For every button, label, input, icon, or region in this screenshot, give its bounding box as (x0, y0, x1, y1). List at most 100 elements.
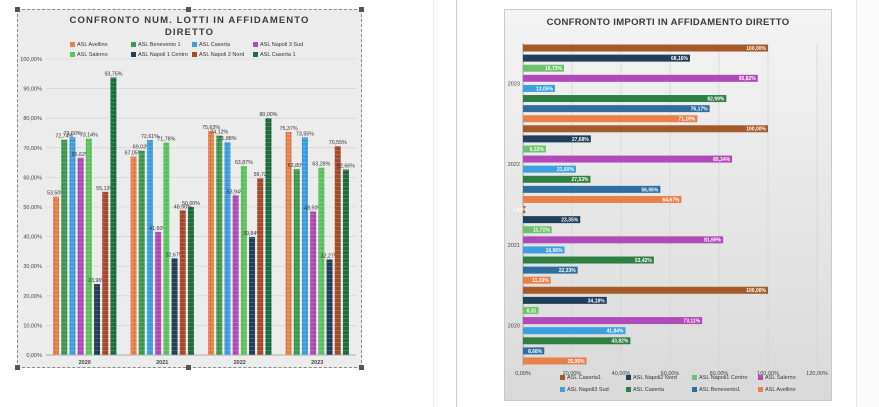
bar-value-label: 64,67% (662, 197, 680, 203)
legend-label: ASL Avellino (77, 42, 108, 48)
y-tick-label: 20,00% (23, 294, 42, 300)
legend-swatch (253, 52, 258, 58)
bar-value-label: 41,60% (149, 226, 167, 232)
legend-item-asl-caserta1: ASL Caserta1 (560, 375, 601, 381)
legend-label: ASL Caserta (199, 42, 230, 48)
bar-asl-napoli-3-sud-2020 (77, 157, 84, 355)
bar-asl-benevento1-2022 (523, 185, 661, 193)
x-tick-label: 120,00% (806, 371, 828, 377)
x-tick-label: 40,00% (612, 371, 631, 377)
resize-handle-br[interactable] (359, 365, 364, 370)
resize-handle-bl[interactable] (15, 365, 20, 370)
legend-item-asl-salerno: ASL Salerno (758, 375, 796, 381)
legend-item-asl-napoli2-nord: ASL Napoli2 Nord (626, 375, 677, 381)
bar-value-label: 72,61% (141, 134, 159, 140)
bar-asl-napoli3-sud-2023 (523, 84, 555, 92)
chart-importi-legend: ASL Caserta1 ASL Napoli2 Nord ASL Napoli1 … (560, 375, 820, 397)
bar-asl-avellino-2023 (285, 131, 292, 355)
legend-item-asl-napoli-3-sud: ASL Napoli 3 Sud (253, 42, 303, 48)
bar-asl-benevento1-2023 (523, 105, 710, 113)
bar-asl-caserta-1-2020 (110, 77, 117, 355)
bar-value-label: 59,72 (254, 172, 267, 178)
bar-value-label: 67,05% (125, 151, 143, 157)
bar-asl-napoli-1-centro-2023 (326, 259, 333, 355)
bar-value-label: 41,84% (607, 329, 625, 335)
y-category-label: 2023 (508, 81, 520, 87)
y-tick-label: 80,00% (23, 116, 42, 122)
legend-label: ASL Caserta (633, 387, 664, 393)
bar-asl-caserta-2022 (523, 175, 591, 183)
legend-item-asl-napoli1-centro: ASL Napoli1 Centro (692, 375, 747, 381)
bar-value-label: 22,33% (559, 268, 577, 274)
bar-asl-napoli3-sud-2021 (523, 246, 565, 254)
legend-swatch (692, 375, 697, 381)
bar-asl-napoli2-nord-2022 (523, 135, 591, 143)
bar-value-label: 81,69% (704, 238, 722, 244)
legend-swatch (131, 42, 136, 48)
bar-value-label: 93,75% (104, 72, 122, 78)
bar-asl-benevento-1-2021 (138, 150, 145, 355)
bar-value-label: 63,87% (235, 160, 253, 166)
y-tick-label: 30,00% (23, 264, 42, 270)
y-category-label: 2021 (508, 243, 520, 249)
bar-value-label: 73,60% (63, 131, 81, 137)
bar-value-label: 85,34% (713, 157, 731, 163)
legend-item-asl-caserta: ASL Caserta (192, 42, 230, 48)
bar-asl-benevento-1-2022 (216, 135, 223, 355)
chart-lotti-panel[interactable]: CONFRONTO NUM. LOTTI IN AFFIDAMENTO DIRE… (15, 7, 364, 370)
page-separator (456, 0, 457, 407)
resize-handle-b[interactable] (186, 365, 191, 370)
chart-importi-panel[interactable]: CONFRONTO IMPORTI IN AFFIDAMENTO DIRETTO… (504, 9, 832, 401)
bar-value-label: 62,66% (337, 164, 355, 170)
y-tick-label: 70,00% (23, 146, 42, 152)
bar-value-label: 73,55% (296, 131, 314, 137)
bar-value-label: 1,00% (513, 207, 528, 213)
bar-value-label: 53,42% (635, 258, 653, 264)
x-tick-label: 80,00% (710, 371, 729, 377)
scrollbar[interactable] (856, 0, 879, 407)
x-category-label: 2023 (311, 360, 323, 366)
legend-item-asl-benevento-1: ASL Benevento 1 (131, 42, 181, 48)
x-category-label: 2022 (234, 360, 246, 366)
bar-value-label: 75,37% (280, 126, 298, 132)
legend-item-asl-napoli-2-nord: ASL Napoli 2 Nord (192, 52, 244, 58)
bar-asl-napoli-1-centro-2021 (171, 258, 178, 355)
bar-asl-benevento-1-2020 (61, 139, 68, 355)
y-category-label: 2020 (508, 324, 520, 330)
legend-label: ASL Benevento 1 (138, 42, 181, 48)
bar-asl-napoli1-centro-2021 (523, 226, 552, 234)
bar-value-label: 53,94% (227, 189, 245, 195)
bar-value-label: 53,50% (47, 191, 65, 197)
legend-swatch (758, 375, 763, 381)
resize-handle-tr[interactable] (359, 7, 364, 12)
bar-value-label: 34,18% (588, 298, 606, 304)
bar-asl-avellino-2020 (53, 196, 60, 355)
y-tick-label: 90,00% (23, 87, 42, 93)
legend-swatch (70, 42, 75, 48)
bar-asl-napoli1-centro-2020 (523, 306, 539, 314)
legend-item-asl-avellino: ASL Avellino (70, 42, 108, 48)
bar-value-label: 16,73% (545, 66, 563, 72)
resize-handle-t[interactable] (186, 7, 191, 12)
x-category-label: 2021 (156, 360, 168, 366)
bar-asl-napoli-3-sud-2021 (155, 231, 162, 355)
bar-value-label: 32,67% (166, 252, 184, 258)
legend-label: ASL Napoli3 Sud (567, 387, 609, 393)
bar-value-label: 73,11% (683, 318, 700, 324)
bar-value-label: 100,00% (746, 127, 766, 133)
bar-asl-napoli1-centro-2023 (523, 64, 564, 72)
bar-asl-napoli1-centro-2022 (523, 145, 546, 153)
legend-swatch (131, 52, 136, 58)
bar-asl-salerno-2023 (523, 74, 758, 82)
bar-value-label: 43,82% (611, 339, 629, 345)
chart-importi-plot: 0,00% 20,00% 40,00% 60,00% 80,00% 100,00% 120,… (508, 43, 828, 377)
bar-value-label: 69,03% (133, 145, 151, 151)
bar-value-label: 70,55% (329, 140, 347, 146)
bar-asl-avellino-2023 (523, 115, 698, 123)
legend-label: ASL Napoli2 Nord (633, 375, 677, 381)
legend-swatch (560, 375, 565, 381)
bar-value-label: 72,74% (55, 134, 73, 140)
bar-asl-salerno-2020 (523, 317, 703, 325)
resize-handle-tl[interactable] (15, 7, 20, 12)
bar-value-label: 95,82% (739, 76, 757, 82)
